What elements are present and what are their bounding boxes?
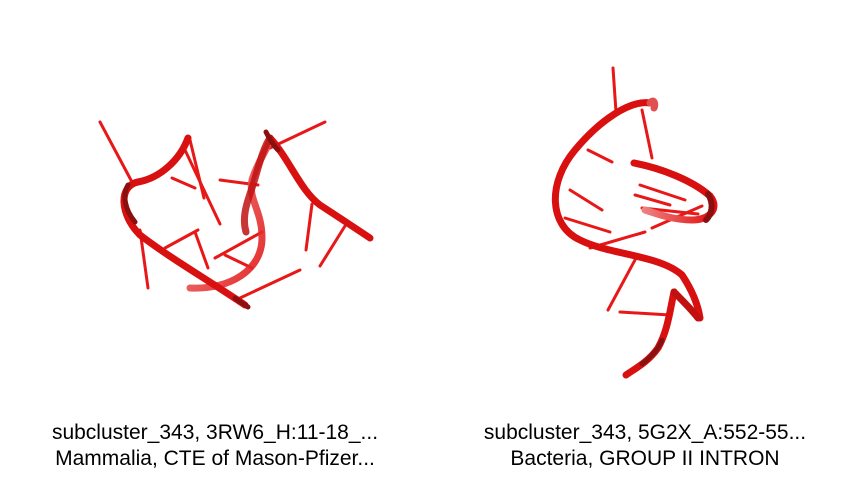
- rna-structure-render-1: [98, 120, 374, 310]
- structure-caption-1: subcluster_343, 3RW6_H:11-18_... Mammali…: [0, 420, 430, 472]
- caption-line-1: subcluster_343, 5G2X_A:552-55...: [483, 421, 807, 444]
- caption-line-1: subcluster_343, 3RW6_H:11-18_...: [51, 421, 379, 444]
- structure-panel-2: subcluster_343, 5G2X_A:552-55... Bacteri…: [430, 0, 860, 480]
- caption-line-2: Bacteria, GROUP II INTRON: [510, 447, 780, 470]
- caption-line-2: Mammalia, CTE of Mason-Pfizer...: [55, 447, 375, 470]
- rna-structure-render-2: [551, 66, 718, 379]
- structure-panel-1: subcluster_343, 3RW6_H:11-18_... Mammali…: [0, 120, 430, 472]
- structure-caption-2: subcluster_343, 5G2X_A:552-55... Bacteri…: [430, 420, 860, 472]
